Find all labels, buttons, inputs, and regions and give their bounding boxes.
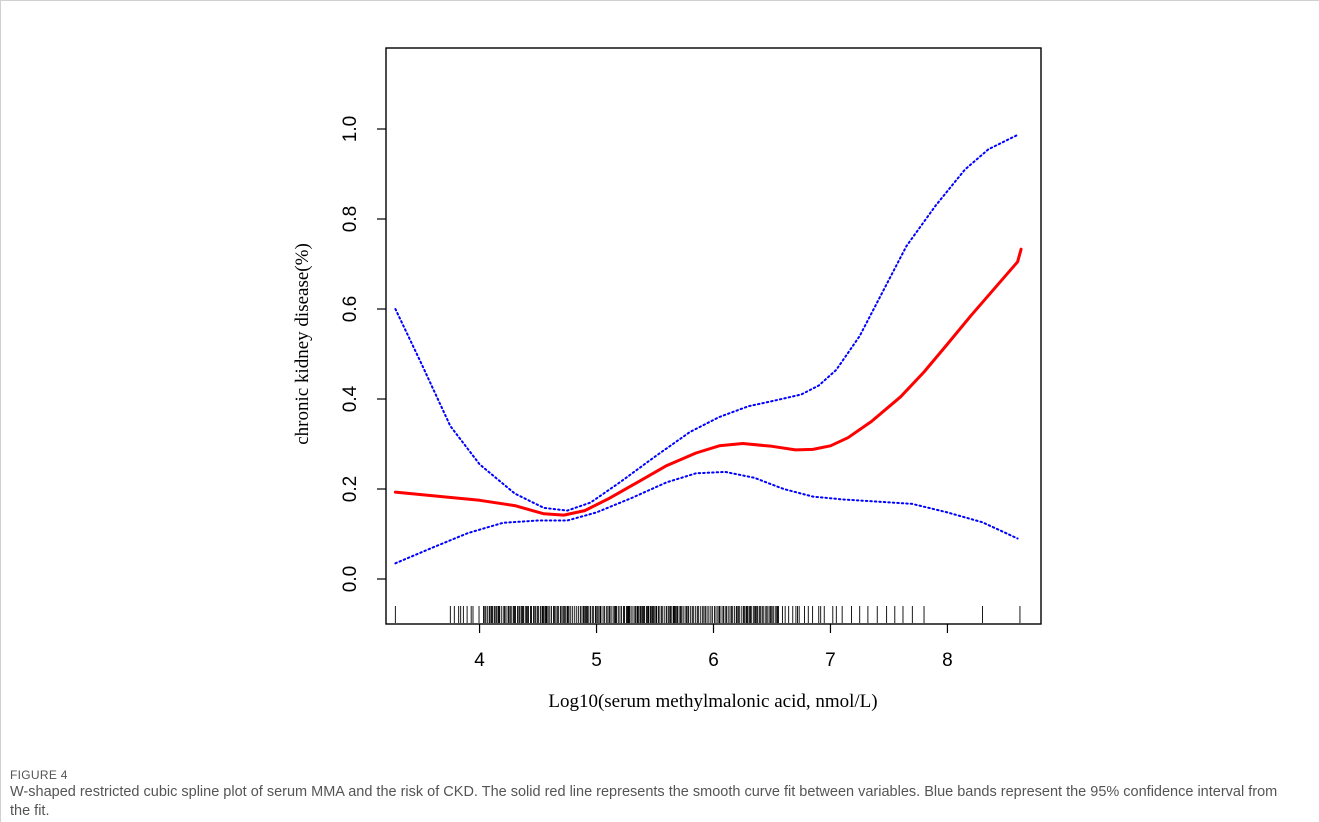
series-ci-lower-line [394,470,1019,565]
x-tick-label: 5 [591,650,602,671]
y-tick-label: 0.2 [340,476,361,502]
x-tick-label: 4 [474,650,485,671]
y-axis-label: chronic kidney disease(%) [292,243,313,445]
spline-chart: 0.0 0.2 0.4 0.6 0.8 1.0 4 5 6 7 8 chronic kidney … [292,47,1042,712]
y-tick-label: 0.6 [340,296,361,322]
y-tick-label: 0.8 [340,206,361,232]
figure-label: FIGURE 4 [10,768,68,782]
y-tick-label: 1.0 [340,116,361,142]
y-axis: 0.0 0.2 0.4 0.6 0.8 1.0 [340,116,386,592]
x-axis: 4 5 6 7 8 [474,624,953,671]
figure-top-rule [0,0,1319,1]
x-tick-label: 8 [942,650,953,671]
rug-plot [394,606,1021,623]
y-tick-label: 0.4 [340,385,361,412]
figure-caption: W-shaped restricted cubic spline plot of… [10,784,1278,819]
series-layer [393,133,1023,565]
figure-left-rule [0,0,1,822]
series-fit-line [393,247,1023,517]
x-axis-label: Log10(serum methylmalonic acid, nmol/L) [548,691,877,712]
x-tick-label: 7 [825,650,836,671]
plot-frame [385,47,1042,625]
y-tick-label: 0.0 [340,566,361,592]
series-ci-upper-line [394,133,1019,512]
x-tick-label: 6 [708,650,719,671]
